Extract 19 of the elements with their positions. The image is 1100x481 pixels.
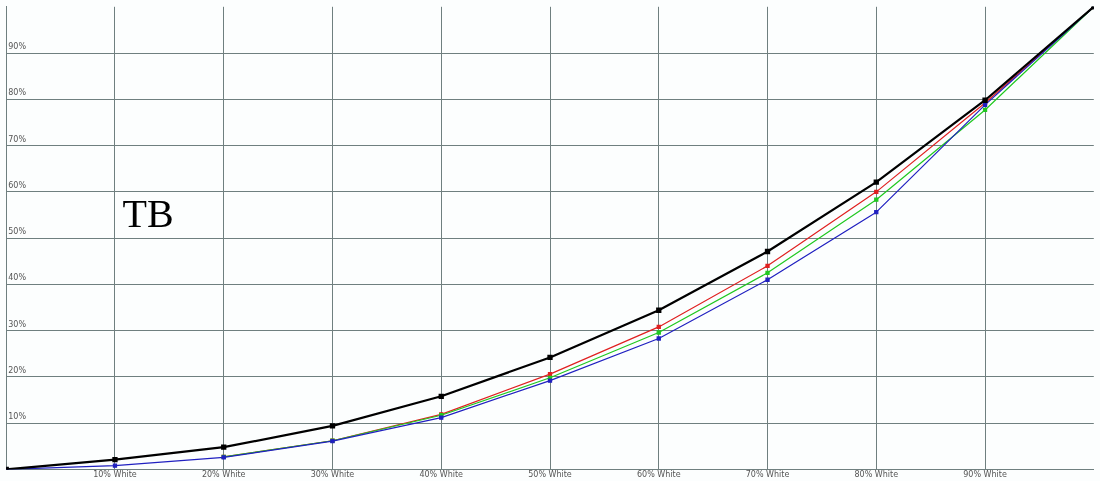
x-tick-label: 80% White: [854, 470, 899, 480]
x-tick-label: 20% White: [201, 470, 246, 480]
y-tick-label: 50%: [8, 227, 27, 237]
x-tick-label: 30% White: [310, 470, 355, 480]
x-tick-label: 90% White: [963, 470, 1007, 480]
y-tick-label: 60%: [8, 180, 27, 190]
x-tick-label: 70% White: [745, 470, 790, 480]
x-tick-label: 40% White: [419, 470, 464, 480]
y-tick-label: 70%: [8, 134, 27, 144]
y-tick-label: 30%: [8, 319, 27, 329]
y-tick-label: 80%: [8, 88, 27, 98]
x-tick-label: 60% White: [636, 470, 681, 480]
y-tick-label: 40%: [8, 273, 27, 283]
y-tick-label: 90%: [8, 42, 27, 52]
x-tick-label: 10% White: [93, 470, 137, 480]
annotation: TB: [122, 190, 174, 236]
x-tick-label: 50% White: [528, 470, 572, 480]
y-tick-label: 10%: [8, 412, 27, 422]
y-tick-label: 20%: [8, 365, 27, 375]
